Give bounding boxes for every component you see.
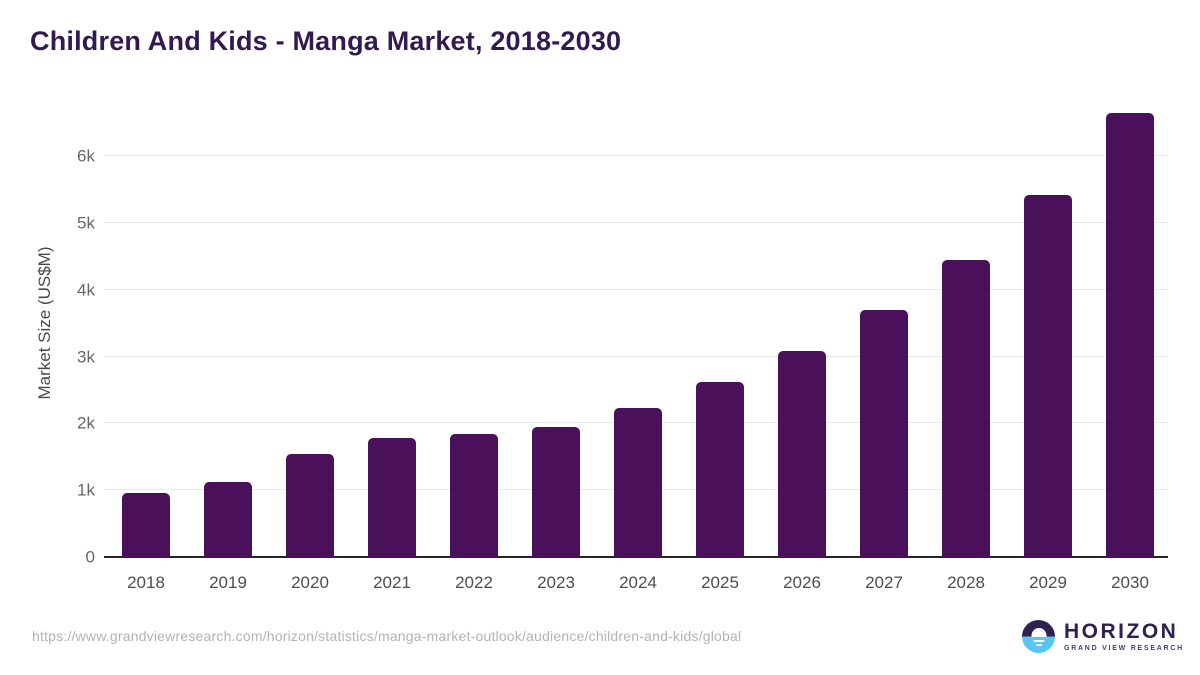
x-tick-label-2030: 2030 (1111, 573, 1149, 592)
x-tick-label-2025: 2025 (701, 573, 739, 592)
logo-text: HORIZON GRAND VIEW RESEARCH (1064, 621, 1184, 652)
y-tick-label-1k: 1k (77, 480, 95, 500)
x-tick-label-2018: 2018 (127, 573, 165, 592)
x-tick-label-2028: 2028 (947, 573, 985, 592)
horizon-logo: HORIZON GRAND VIEW RESEARCH (1022, 620, 1184, 653)
bar-2025[interactable] (696, 381, 744, 557)
sun-dome-shape (1031, 628, 1046, 637)
chart-title: Children And Kids - Manga Market, 2018-2… (30, 26, 622, 56)
bar-2027[interactable] (860, 309, 908, 557)
bar-2018[interactable] (122, 492, 170, 557)
bar-2029[interactable] (1024, 194, 1072, 557)
gridline-4k (104, 288, 1168, 290)
y-tick-label-0: 0 (85, 547, 95, 567)
x-tick-label-2020: 2020 (291, 573, 329, 592)
horizon-line-shape (1033, 639, 1044, 642)
y-tick-label-6k: 6k (77, 146, 95, 166)
y-tick-label-4k: 4k (77, 280, 95, 300)
plot-area: 0 1k 2k 3k 4k 5k 6k 2018 2019 2020 2021 2022 2023 202… (77, 90, 1168, 592)
bar-2021[interactable] (368, 438, 416, 557)
bar-2022[interactable] (450, 434, 498, 557)
y-tick-label-5k: 5k (77, 213, 95, 233)
gridline-6k (104, 155, 1168, 157)
horizon-line-shape (1035, 644, 1042, 646)
x-tick-label-2022: 2022 (455, 573, 493, 592)
x-tick-label-2021: 2021 (373, 573, 411, 592)
x-tick-label-2029: 2029 (1029, 573, 1067, 592)
bar-2026[interactable] (778, 350, 826, 557)
bar-2024[interactable] (614, 408, 662, 557)
bar-2020[interactable] (286, 454, 334, 557)
source-url: https://www.grandviewresearch.com/horizo… (32, 628, 742, 644)
logo-tagline: GRAND VIEW RESEARCH (1064, 645, 1184, 652)
x-axis-line (104, 556, 1168, 558)
gridline-3k (104, 355, 1168, 357)
x-tick-label-2026: 2026 (783, 573, 821, 592)
bar-2028[interactable] (942, 259, 990, 557)
x-tick-label-2023: 2023 (537, 573, 575, 592)
x-tick-label-2019: 2019 (209, 573, 247, 592)
x-tick-label-2027: 2027 (865, 573, 903, 592)
y-axis-title: Market Size (US$M) (35, 246, 54, 400)
y-tick-label-3k: 3k (77, 347, 95, 367)
logo-brand-name: HORIZON (1064, 620, 1179, 643)
x-tick-label-2024: 2024 (619, 573, 657, 592)
horizon-sun-icon (1022, 620, 1055, 653)
bar-2023[interactable] (532, 427, 580, 557)
bar-2030[interactable] (1106, 112, 1154, 557)
y-tick-label-2k: 2k (77, 413, 95, 433)
bar-2019[interactable] (204, 481, 252, 557)
gridline-5k (104, 222, 1168, 223)
